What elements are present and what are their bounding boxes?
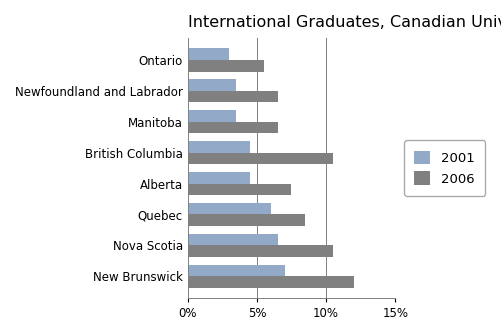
Legend: 2001, 2006: 2001, 2006: [403, 140, 484, 196]
Bar: [187, 184, 291, 195]
Bar: [187, 245, 332, 257]
Bar: [187, 141, 249, 152]
Bar: [187, 48, 229, 60]
Bar: [187, 152, 332, 164]
Bar: [187, 214, 305, 226]
Bar: [187, 79, 235, 91]
Bar: [187, 172, 249, 184]
Text: International Graduates, Canadian Universities, 2001 & 2006: International Graduates, Canadian Univer…: [187, 15, 501, 30]
Bar: [187, 276, 353, 288]
Bar: [187, 60, 264, 71]
Bar: [187, 122, 277, 133]
Bar: [187, 110, 235, 122]
Bar: [187, 265, 284, 276]
Bar: [187, 203, 270, 214]
Bar: [187, 233, 277, 245]
Bar: [187, 91, 277, 103]
